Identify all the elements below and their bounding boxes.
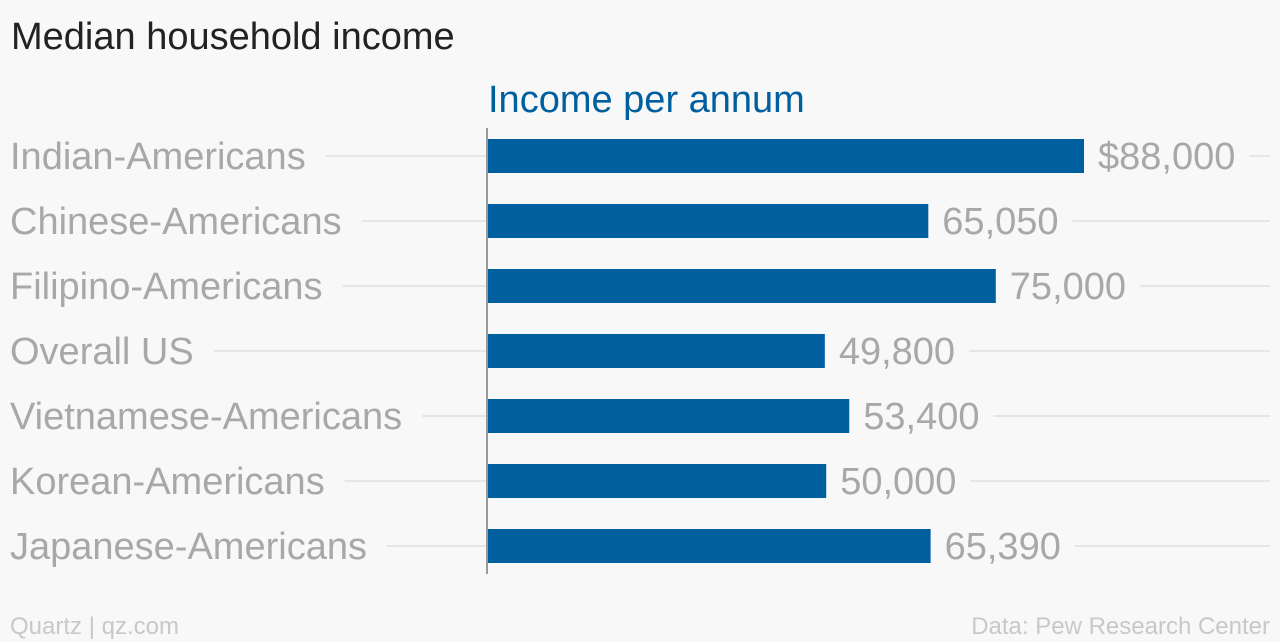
value-label: 65,390 <box>945 526 1061 568</box>
category-label: Vietnamese-Americans <box>10 396 402 438</box>
category-label: Korean-Americans <box>10 461 325 503</box>
value-label: 75,000 <box>1010 266 1126 308</box>
chart-title: Median household income <box>11 16 455 58</box>
series-label: Income per annum <box>488 79 805 121</box>
bar <box>487 399 850 433</box>
footer-credit: Quartz | qz.com <box>10 613 179 640</box>
category-labels: Indian-Americans Chinese-Americans Filipin… <box>10 136 402 568</box>
value-labels: $88,000 65,050 75,000 49,800 53,400 50,000 65,… <box>839 136 1236 568</box>
value-label: 65,050 <box>942 201 1058 243</box>
bar <box>487 529 931 563</box>
value-label: 53,400 <box>863 396 979 438</box>
category-label: Chinese-Americans <box>10 201 342 243</box>
value-label: 50,000 <box>840 461 956 503</box>
gridlines <box>213 155 1270 547</box>
category-label: Filipino-Americans <box>10 266 323 308</box>
category-label: Japanese-Americans <box>10 526 367 568</box>
value-label: $88,000 <box>1098 136 1235 178</box>
bar <box>487 334 825 368</box>
category-label: Indian-Americans <box>10 136 306 178</box>
value-label: 49,800 <box>839 331 955 373</box>
footer-source: Data: Pew Research Center <box>971 613 1270 640</box>
bar <box>487 204 929 238</box>
bars <box>487 139 1084 563</box>
category-label: Overall US <box>10 331 194 373</box>
bar <box>487 269 996 303</box>
bar <box>487 139 1084 173</box>
bar <box>487 464 827 498</box>
